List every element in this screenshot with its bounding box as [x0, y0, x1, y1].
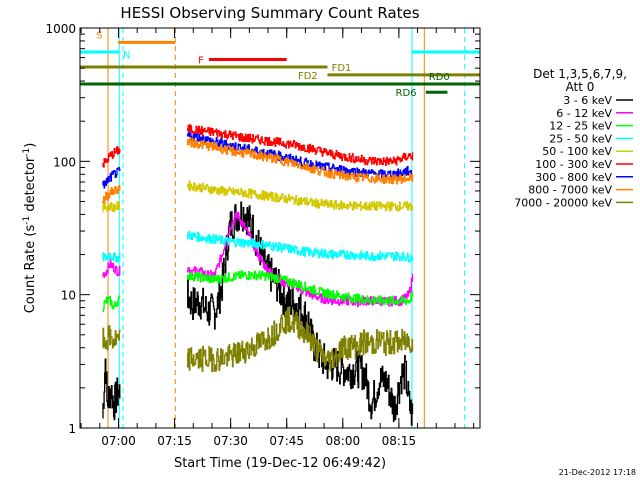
x-tick-label-2: 07:30 [213, 434, 248, 448]
y-axis-label-mid: detector [23, 156, 38, 216]
x-tick-label-3: 07:45 [269, 434, 304, 448]
x-tick-label-5: 08:15 [382, 434, 417, 448]
series-line-4 [102, 180, 414, 213]
legend-label-1: 6 - 12 keV [556, 107, 612, 120]
series-line-0 [102, 201, 414, 426]
y-axis-label-prefix: Count Rate (s [23, 225, 38, 314]
series-line-7 [102, 137, 414, 204]
flag-label-6: RD0 [429, 72, 450, 83]
y-axis-label-suffix: ) [23, 143, 38, 148]
series-line-6 [102, 131, 414, 189]
y-axis-label-sup2: -1 [22, 148, 32, 157]
x-axis-label: Start Time (19-Dec-12 06:49:42) [174, 456, 386, 471]
legend-label-3: 25 - 50 keV [549, 132, 612, 145]
axes-layer: 1 10 100 1000 07:00 07:15 07:30 07:45 08:00 08:15 [45, 22, 480, 448]
y-axis-label-sup: -1 [22, 216, 32, 225]
series-line-8 [102, 306, 414, 373]
y-axis-label: Count Rate (s-1 detector-1) [22, 143, 38, 314]
x-tick-label-0: 07:00 [101, 434, 136, 448]
legend-label-2: 12 - 25 keV [549, 120, 612, 133]
legend-label-4: 50 - 100 keV [542, 145, 612, 158]
legend-label-8: 7000 - 20000 keV [514, 196, 612, 209]
legend-label-5: 100 - 300 keV [535, 158, 612, 171]
flag-label-0: S [96, 30, 102, 41]
plot-frame [79, 27, 481, 429]
x-tick-label-1: 07:15 [157, 434, 192, 448]
flag-label-7: RD6 [396, 88, 417, 99]
legend-header-line-1: Det 1,3,5,6,7,9, [533, 67, 627, 81]
flag-label-4: FD1 [332, 63, 352, 74]
legend-label-7: 800 - 7000 keV [528, 184, 612, 197]
date-stamp: 21-Dec-2012 17:18 [559, 468, 636, 477]
legend-header-line-2: Att 0 [566, 80, 595, 94]
y-tick-label-2: 100 [53, 155, 76, 169]
legend-label-0: 3 - 6 keV [563, 94, 612, 107]
legend-label-6: 300 - 800 keV [535, 171, 612, 184]
y-tick-label-3: 1000 [45, 22, 76, 36]
series-line-3 [102, 230, 414, 263]
flag-label-5: FD2 [298, 71, 318, 82]
flag-label-3: F [198, 56, 204, 67]
series-line-2 [102, 270, 414, 312]
plot-content: S N F FD1 FD2 RD0 RD6 [80, 28, 480, 428]
flag-label-1: N [123, 50, 130, 61]
x-tick-label-4: 08:00 [326, 434, 361, 448]
y-tick-label-1: 10 [61, 289, 76, 303]
series-line-5 [102, 124, 414, 168]
y-tick-label-0: 1 [68, 422, 76, 436]
chart-title: HESSI Observing Summary Count Rates [120, 4, 419, 22]
